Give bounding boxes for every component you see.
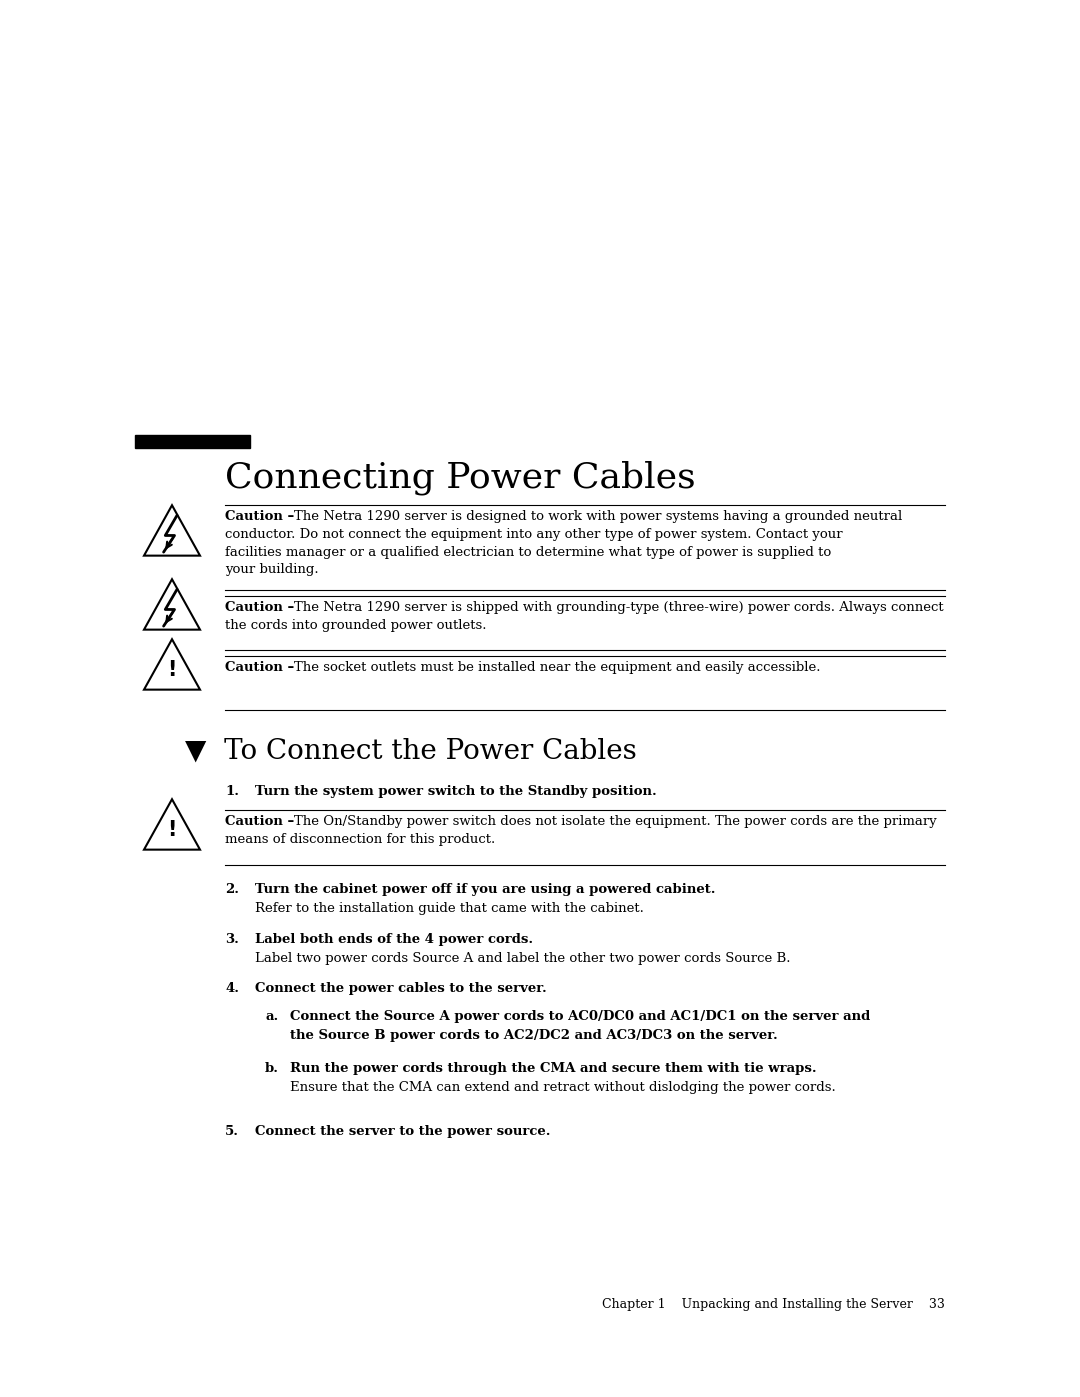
Text: Turn the system power switch to the Standby position.: Turn the system power switch to the Stan… [255,785,657,798]
Text: the Source B power cords to AC2/DC2 and AC3/DC3 on the server.: the Source B power cords to AC2/DC2 and … [291,1030,778,1042]
Text: Caution –: Caution – [225,510,299,522]
Text: Connect the Source A power cords to AC0/DC0 and AC1/DC1 on the server and: Connect the Source A power cords to AC0/… [291,1010,870,1023]
Text: 5.: 5. [225,1125,239,1139]
Text: facilities manager or a qualified electrician to determine what type of power is: facilities manager or a qualified electr… [225,546,832,559]
Text: conductor. Do not connect the equipment into any other type of power system. Con: conductor. Do not connect the equipment … [225,528,842,541]
Text: Label both ends of the 4 power cords.: Label both ends of the 4 power cords. [255,933,534,946]
Text: The Netra 1290 server is designed to work with power systems having a grounded n: The Netra 1290 server is designed to wor… [294,510,902,522]
Text: Refer to the installation guide that came with the cabinet.: Refer to the installation guide that cam… [255,902,644,915]
Text: 3.: 3. [225,933,239,946]
Text: Label two power cords Source A and label the other two power cords Source B.: Label two power cords Source A and label… [255,953,791,965]
Text: Turn the cabinet power off if you are using a powered cabinet.: Turn the cabinet power off if you are us… [255,883,715,895]
Text: Chapter 1    Unpacking and Installing the Server    33: Chapter 1 Unpacking and Installing the S… [603,1298,945,1310]
Text: The Netra 1290 server is shipped with grounding-type (three-wire) power cords. A: The Netra 1290 server is shipped with gr… [294,601,943,615]
Text: the cords into grounded power outlets.: the cords into grounded power outlets. [225,619,486,631]
Text: means of disconnection for this product.: means of disconnection for this product. [225,833,496,845]
Text: Caution –: Caution – [225,661,299,673]
Text: Connect the power cables to the server.: Connect the power cables to the server. [255,982,546,995]
Text: !: ! [167,659,177,680]
Text: !: ! [167,820,177,840]
Text: Connect the server to the power source.: Connect the server to the power source. [255,1125,551,1139]
Text: a.: a. [265,1010,279,1023]
Text: 1.: 1. [225,785,239,798]
Text: Run the power cords through the CMA and secure them with tie wraps.: Run the power cords through the CMA and … [291,1062,816,1076]
Text: ▼  To Connect the Power Cables: ▼ To Connect the Power Cables [185,738,637,766]
Text: your building.: your building. [225,563,319,577]
Text: 2.: 2. [225,883,239,895]
Text: Ensure that the CMA can extend and retract without dislodging the power cords.: Ensure that the CMA can extend and retra… [291,1081,836,1094]
Text: Caution –: Caution – [225,601,299,615]
Text: The socket outlets must be installed near the equipment and easily accessible.: The socket outlets must be installed nea… [294,661,820,673]
Text: Caution –: Caution – [225,814,299,828]
Text: b.: b. [265,1062,279,1076]
Text: The On/Standby power switch does not isolate the equipment. The power cords are : The On/Standby power switch does not iso… [294,814,936,828]
Text: 4.: 4. [225,982,239,995]
Text: Connecting Power Cables: Connecting Power Cables [225,460,696,495]
Bar [135,434,249,448]
